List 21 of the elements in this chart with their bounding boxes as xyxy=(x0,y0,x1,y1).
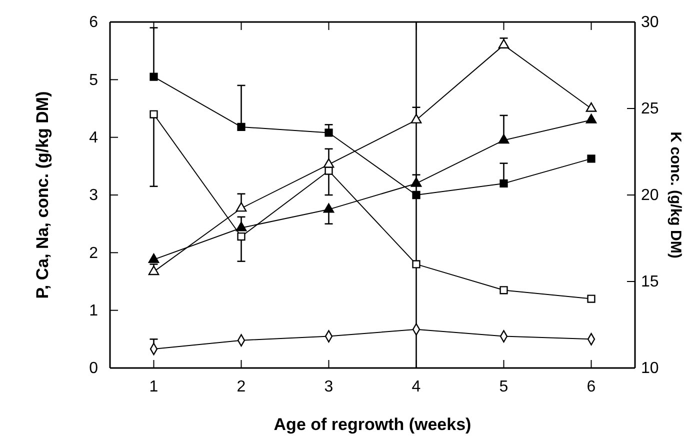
x-tick-label: 2 xyxy=(236,378,246,396)
y2-tick-label: 15 xyxy=(641,274,659,291)
y2-tick-label: 10 xyxy=(641,360,659,378)
y-tick-label: 3 xyxy=(89,187,98,204)
y-tick-label: 0 xyxy=(89,360,98,378)
y2-tick-label: 25 xyxy=(641,100,659,118)
x-tick-label: 5 xyxy=(499,378,508,396)
y-tick-label: 2 xyxy=(89,244,98,262)
y2-tick-label: 30 xyxy=(641,14,659,32)
y-tick-label: 4 xyxy=(89,129,98,146)
x-axis-title: Age of regrowth (weeks) xyxy=(274,415,472,434)
x-tick-label: 3 xyxy=(324,378,334,396)
y-tick-label: 1 xyxy=(89,302,98,320)
y-axis-title: P, Ca, Na, conc. (g/kg DM) xyxy=(33,91,52,299)
y2-tick-label: 20 xyxy=(641,187,659,204)
y-tick-label: 5 xyxy=(89,72,98,89)
x-tick-label: 6 xyxy=(586,378,596,396)
y2-axis-title: K conc. (g/kg DM) xyxy=(667,132,684,258)
x-tick-label: 4 xyxy=(412,378,421,396)
y-tick-label: 6 xyxy=(89,14,98,32)
x-tick-label: 1 xyxy=(149,378,158,396)
